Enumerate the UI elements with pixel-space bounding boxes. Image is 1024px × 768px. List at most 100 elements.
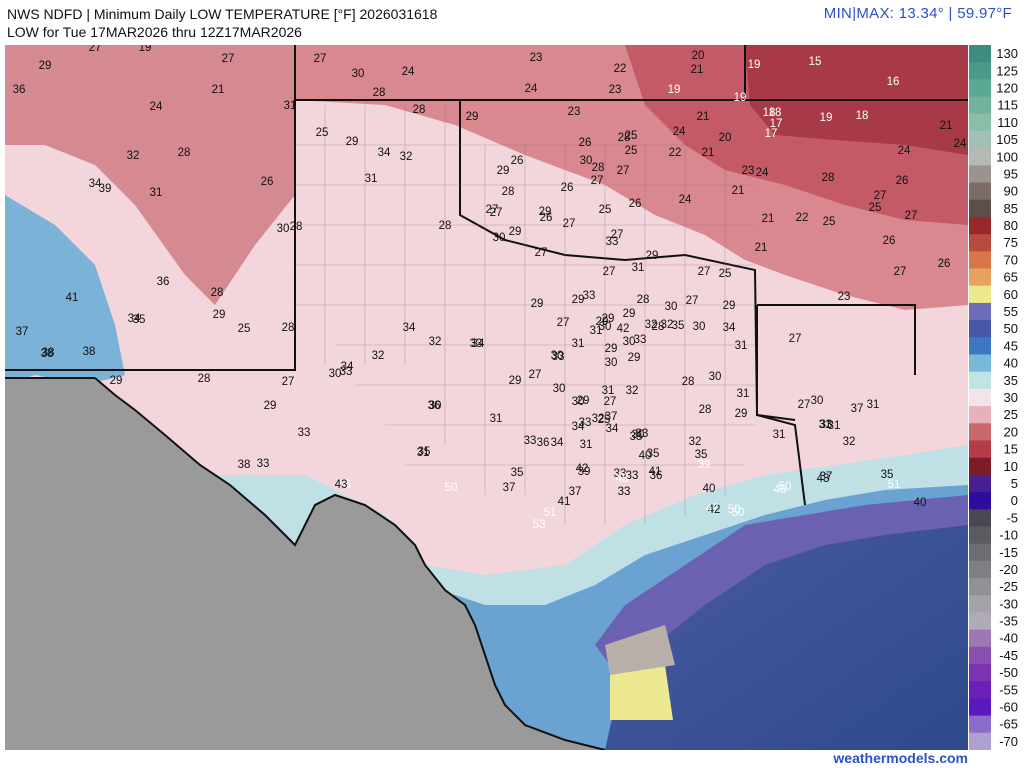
temperature-label: 28 — [592, 162, 605, 174]
legend-tick-label: 55 — [1004, 304, 1018, 319]
temperature-label: 20 — [719, 132, 732, 144]
temperature-label: 29 — [572, 294, 585, 306]
temperature-label: 27 — [535, 247, 548, 259]
temperature-label: 31 — [150, 187, 163, 199]
legend-swatch — [969, 268, 991, 287]
temperature-label: 17 — [765, 128, 778, 140]
temperature-label: 28 — [290, 221, 303, 233]
temperature-label: 28 — [198, 373, 211, 385]
temperature-label: 29 — [110, 375, 123, 387]
credit-link[interactable]: weathermodels.com — [833, 750, 968, 766]
legend-swatch — [969, 406, 991, 424]
legend-tick-label: -45 — [999, 648, 1018, 663]
gulf-yellow-band — [610, 665, 673, 720]
temperature-label: 29 — [213, 309, 226, 321]
temperature-label: 30 — [277, 223, 290, 235]
legend-tick-label: -65 — [999, 717, 1018, 732]
legend-swatch — [969, 595, 991, 613]
temperature-label: 29 — [623, 308, 636, 320]
temperature-label: 35 — [672, 320, 685, 332]
temperature-label: 36 — [428, 400, 441, 412]
temperature-label: 21 — [212, 84, 225, 96]
legend-tick-label: -15 — [999, 545, 1018, 560]
temperature-label: 17 — [770, 118, 783, 130]
legend-swatch — [969, 79, 991, 98]
legend-swatch — [969, 440, 991, 459]
temperature-label: 36 — [650, 470, 663, 482]
temperature-label: 37 — [569, 486, 582, 498]
temperature-label: 28 — [637, 294, 650, 306]
temperature-label: 23 — [609, 84, 622, 96]
legend-swatch — [969, 182, 991, 201]
legend-swatch — [969, 148, 991, 166]
map-header: NWS NDFD | Minimum Daily LOW TEMPERATURE… — [7, 5, 437, 41]
temperature-label: 30 — [811, 395, 824, 407]
legend-swatch — [969, 732, 991, 750]
temperature-label: 32 — [843, 436, 856, 448]
temperature-label: 41 — [649, 466, 662, 478]
legend-swatch — [969, 113, 991, 132]
legend-swatch — [969, 165, 991, 184]
temperature-label: 31 — [828, 420, 841, 432]
temperature-label: 31 — [735, 340, 748, 352]
legend-swatch — [969, 646, 991, 665]
legend-swatch — [969, 251, 991, 270]
temperature-label: 38 — [238, 459, 251, 471]
temperature-label: 28 — [682, 376, 695, 388]
temperature-label: 27 — [611, 229, 624, 241]
temperature-label: 23 — [838, 291, 851, 303]
temperature-label: 19 — [748, 59, 761, 71]
legend-tick-label: 50 — [1004, 321, 1018, 336]
temperature-label: 25 — [625, 145, 638, 157]
temperature-label: 22 — [669, 147, 682, 159]
temperature-label: 32 — [400, 151, 413, 163]
temperature-label: 33 — [634, 334, 647, 346]
legend-colorbar: 1301251201151101051009590858075706560555… — [969, 45, 1018, 750]
temperature-label: 27 — [563, 218, 576, 230]
temperature-label: 38 — [42, 347, 55, 359]
temperature-label: 29 — [628, 352, 641, 364]
legend-tick-label: 105 — [996, 132, 1018, 147]
temperature-label: 35 — [511, 467, 524, 479]
temperature-label: 31 — [737, 388, 750, 400]
legend-swatch — [969, 526, 991, 545]
min-max-readout: MIN|MAX: 13.34° | 59.97°F — [823, 5, 1012, 22]
temperature-label: 16 — [887, 76, 900, 88]
temperature-label: 34 — [606, 423, 619, 435]
temperature-label: 26 — [938, 258, 951, 270]
temperature-label: 28 — [699, 404, 712, 416]
temperature-label: 50 — [779, 481, 792, 493]
temperature-label: 29 — [346, 136, 359, 148]
legend-swatch — [969, 492, 991, 510]
temperature-label: 29 — [723, 300, 736, 312]
temperature-label: 34 — [128, 313, 141, 325]
legend-swatch — [969, 578, 991, 596]
temperature-label: 31 — [819, 419, 832, 431]
legend-tick-label: -35 — [999, 614, 1018, 629]
temperature-label: 24 — [756, 167, 769, 179]
temperature-label: 31 — [490, 413, 503, 425]
temperature-label: 33 — [298, 427, 311, 439]
legend-swatch — [969, 337, 991, 356]
legend-tick-label: 90 — [1004, 184, 1018, 199]
temperature-label: 34 — [723, 322, 736, 334]
temperature-label: 29 — [509, 226, 522, 238]
temperature-label: 27 — [557, 317, 570, 329]
legend-swatch — [969, 62, 991, 80]
legend-swatch — [969, 371, 991, 390]
temperature-label: 28 — [652, 321, 665, 333]
temperature-label: 34 — [341, 361, 354, 373]
temperature-label: 25 — [238, 323, 251, 335]
legend-tick-label: 45 — [1004, 338, 1018, 353]
temperature-label: 27 — [789, 333, 802, 345]
temperature-label: 19 — [820, 112, 833, 124]
county-grid — [295, 105, 755, 525]
legend-tick-label: 80 — [1004, 218, 1018, 233]
temperature-label: 35 — [881, 469, 894, 481]
legend-tick-label: 5 — [1011, 476, 1018, 491]
temperature-label: 35 — [695, 449, 708, 461]
legend-tick-label: 95 — [1004, 166, 1018, 181]
nm-cold-region — [5, 45, 295, 305]
temperature-label: 23 — [568, 106, 581, 118]
temperature-label: 33 — [583, 290, 596, 302]
